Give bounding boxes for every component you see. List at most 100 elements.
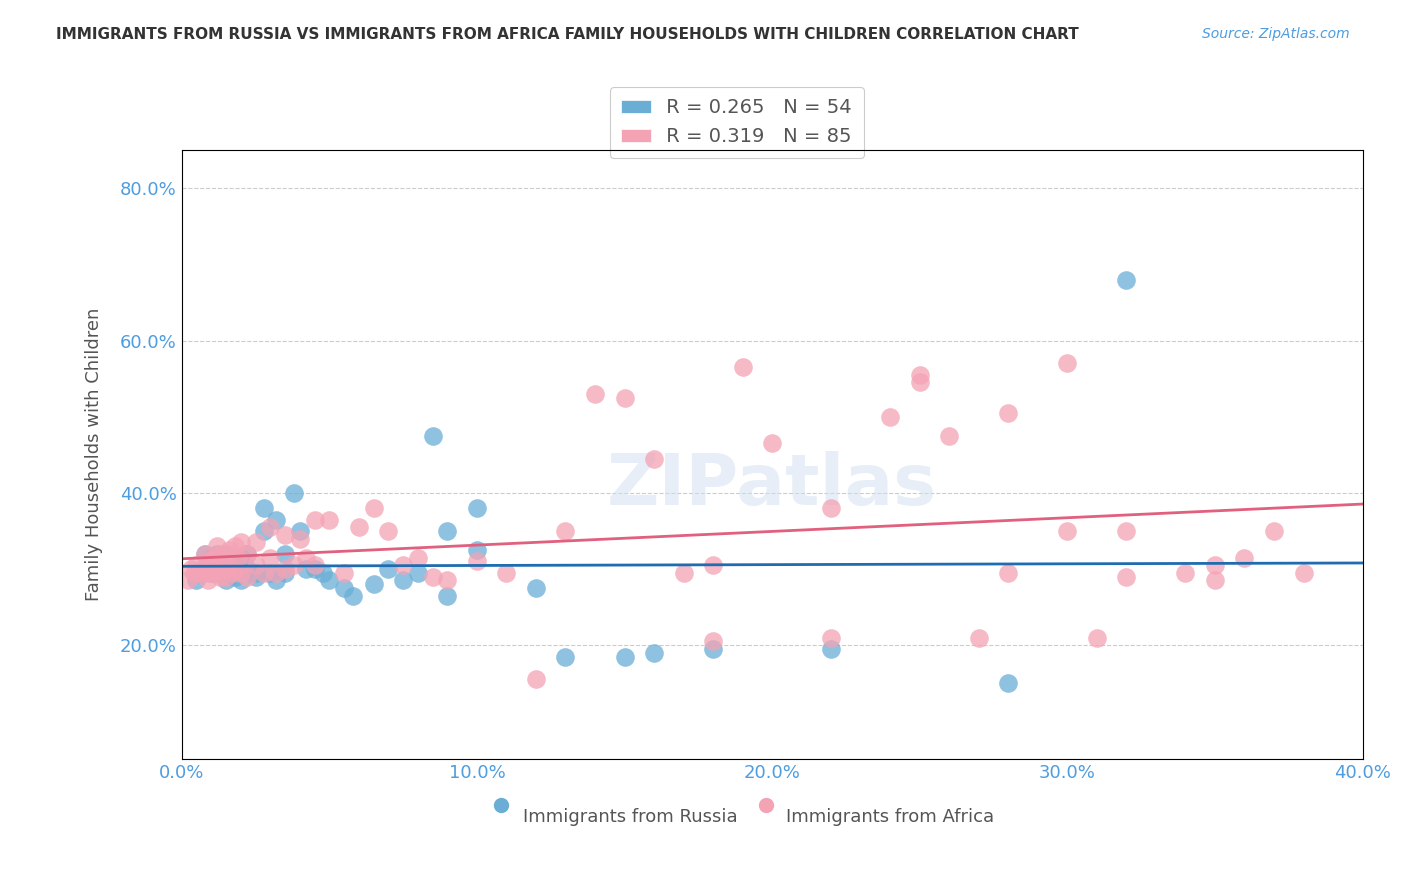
Point bbox=[180, 562, 202, 576]
Point bbox=[205, 539, 228, 553]
Point bbox=[229, 550, 252, 565]
Point bbox=[224, 562, 246, 576]
Point bbox=[212, 554, 235, 568]
Point bbox=[245, 569, 267, 583]
Point bbox=[215, 554, 238, 568]
Point bbox=[392, 558, 415, 573]
Point bbox=[938, 429, 960, 443]
Point bbox=[465, 554, 488, 568]
Point bbox=[209, 547, 232, 561]
Point bbox=[465, 501, 488, 516]
Point bbox=[188, 566, 211, 580]
Point bbox=[908, 376, 931, 390]
Point bbox=[215, 562, 238, 576]
Point bbox=[422, 569, 444, 583]
Point bbox=[200, 554, 222, 568]
Point bbox=[1115, 524, 1137, 538]
Point bbox=[304, 562, 326, 576]
Point bbox=[274, 547, 297, 561]
Point bbox=[205, 547, 228, 561]
Point bbox=[229, 535, 252, 549]
Point bbox=[294, 550, 316, 565]
Point bbox=[202, 550, 225, 565]
Point bbox=[235, 547, 257, 561]
Point bbox=[1056, 524, 1078, 538]
Point bbox=[643, 451, 665, 466]
Point bbox=[363, 577, 385, 591]
Point bbox=[318, 512, 340, 526]
Point bbox=[253, 566, 276, 580]
Point bbox=[908, 368, 931, 382]
Point bbox=[524, 673, 547, 687]
Point bbox=[197, 574, 219, 588]
Point bbox=[1292, 566, 1315, 580]
Point bbox=[274, 566, 297, 580]
Point bbox=[259, 566, 281, 580]
Point bbox=[235, 562, 257, 576]
Point bbox=[406, 550, 429, 565]
Point bbox=[1263, 524, 1285, 538]
Point bbox=[264, 512, 287, 526]
Point bbox=[205, 558, 228, 573]
Point bbox=[702, 634, 724, 648]
Point bbox=[1115, 569, 1137, 583]
Point bbox=[363, 501, 385, 516]
Point bbox=[235, 547, 257, 561]
Point bbox=[200, 566, 222, 580]
Point bbox=[304, 512, 326, 526]
Point bbox=[406, 566, 429, 580]
Point bbox=[245, 566, 267, 580]
Point bbox=[274, 562, 297, 576]
Point bbox=[274, 528, 297, 542]
Point bbox=[176, 574, 198, 588]
Point bbox=[186, 558, 208, 573]
Text: Source: ZipAtlas.com: Source: ZipAtlas.com bbox=[1202, 27, 1350, 41]
Point bbox=[997, 406, 1019, 420]
Point bbox=[197, 554, 219, 568]
Point bbox=[194, 566, 217, 580]
Point bbox=[224, 569, 246, 583]
Point bbox=[318, 574, 340, 588]
Point bbox=[294, 562, 316, 576]
Point bbox=[436, 589, 458, 603]
Text: ZIPatlas: ZIPatlas bbox=[607, 450, 938, 520]
Point bbox=[283, 486, 305, 500]
Point bbox=[200, 558, 222, 573]
Legend:  R = 0.265   N = 54,  R = 0.319   N = 85: R = 0.265 N = 54, R = 0.319 N = 85 bbox=[610, 87, 863, 158]
Point bbox=[224, 539, 246, 553]
Point bbox=[1115, 272, 1137, 286]
Point bbox=[205, 566, 228, 580]
Point bbox=[183, 566, 205, 580]
Point bbox=[218, 562, 240, 576]
Point bbox=[288, 532, 311, 546]
Point bbox=[312, 566, 335, 580]
Text: Immigrants from Russia: Immigrants from Russia bbox=[523, 808, 738, 826]
Point bbox=[820, 631, 842, 645]
Point bbox=[215, 547, 238, 561]
Point bbox=[1056, 356, 1078, 370]
Point bbox=[283, 558, 305, 573]
Point bbox=[253, 501, 276, 516]
Point bbox=[186, 574, 208, 588]
Point bbox=[347, 520, 370, 534]
Point bbox=[245, 535, 267, 549]
Point bbox=[1233, 550, 1256, 565]
Text: Immigrants from Africa: Immigrants from Africa bbox=[786, 808, 994, 826]
Point bbox=[194, 547, 217, 561]
Point bbox=[967, 631, 990, 645]
Point bbox=[226, 554, 249, 568]
Point bbox=[613, 391, 636, 405]
Point bbox=[820, 642, 842, 657]
Point bbox=[333, 566, 356, 580]
Point bbox=[218, 550, 240, 565]
Point bbox=[200, 566, 222, 580]
Point bbox=[229, 566, 252, 580]
Point bbox=[191, 562, 214, 576]
Point bbox=[377, 562, 399, 576]
Point bbox=[253, 524, 276, 538]
Point bbox=[202, 562, 225, 576]
Point bbox=[235, 569, 257, 583]
Point bbox=[1204, 574, 1226, 588]
Point bbox=[524, 581, 547, 595]
Point bbox=[554, 524, 576, 538]
